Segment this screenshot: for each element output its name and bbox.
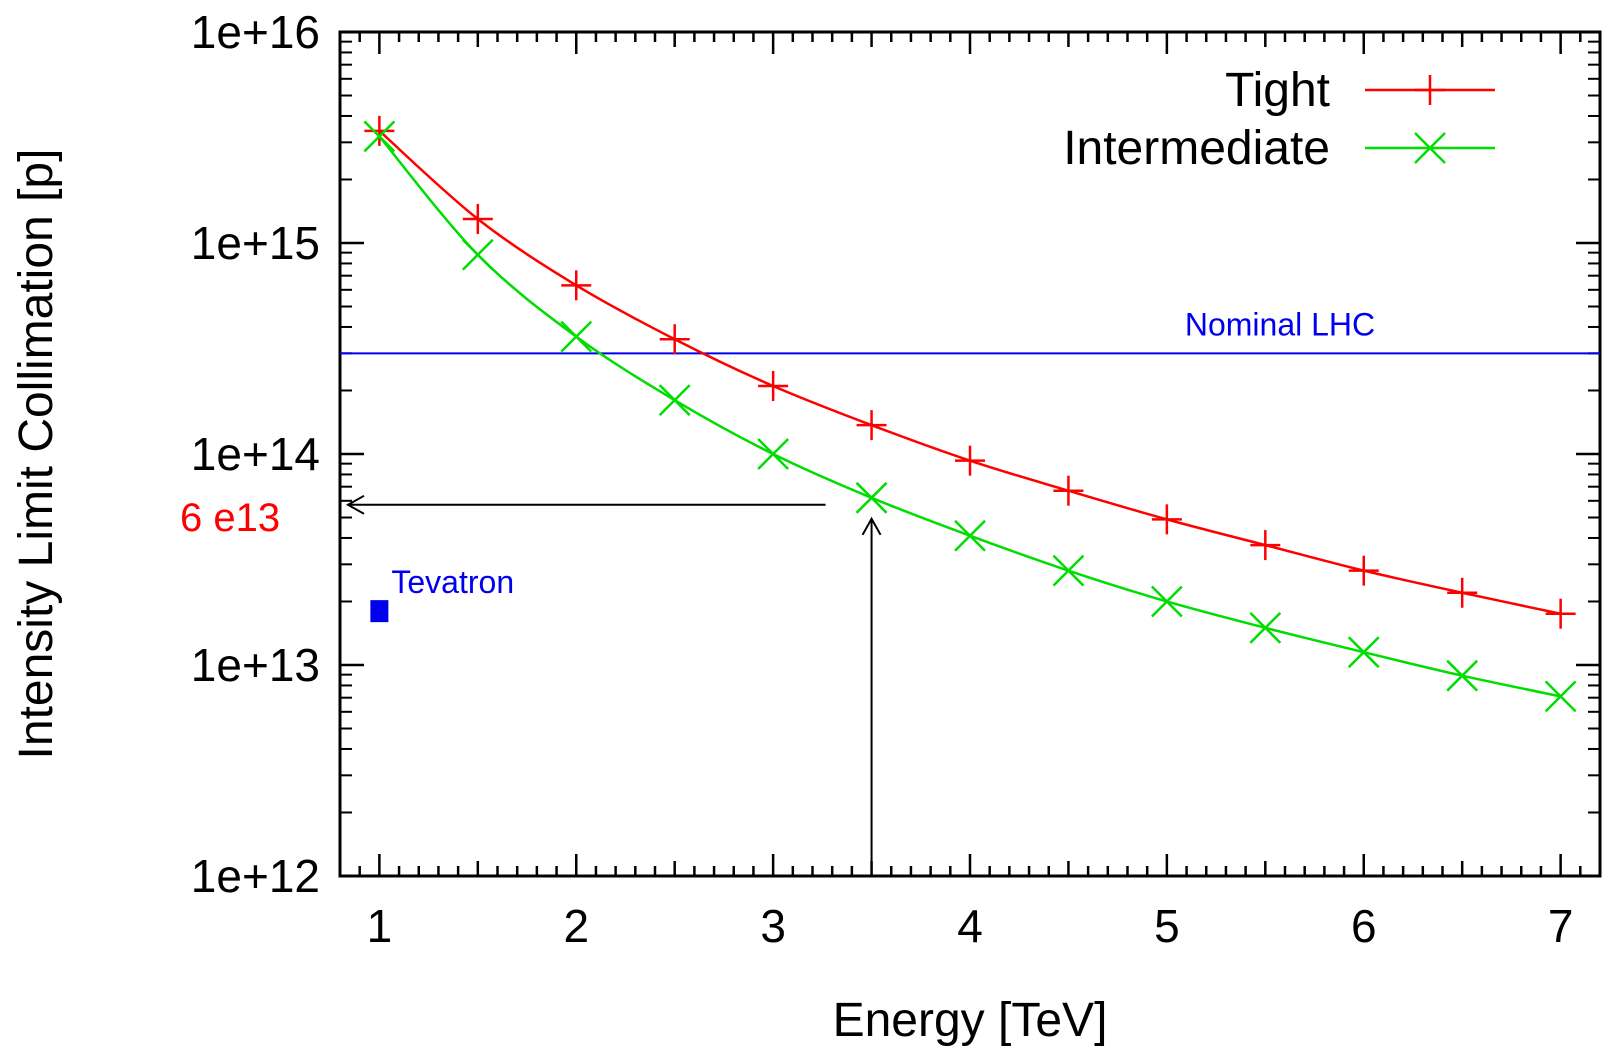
y-tick-label: 1e+13 [191,639,320,691]
annotation-horizontal-arrowhead [345,494,365,515]
x-tick-label: 5 [1154,900,1180,952]
tevatron-point [370,600,389,623]
legend-label-tight: Tight [1225,64,1330,117]
y-tick-label: 1e+12 [191,850,320,902]
annotation-vertical-arrowhead [861,516,882,536]
reference-line-label: Nominal LHC [1185,306,1375,342]
x-tick-label: 3 [760,900,786,952]
data-point-intermediate [461,238,494,271]
y-tick-label: 1e+15 [191,217,320,269]
x-tick-label: 2 [563,900,589,952]
plot-labels: 1 2 3 4 5 6 7 1e+12 1e+13 1e+14 1e+15 1e+16 Energy [… [10,6,1573,1047]
x-axis-title: Energy [TeV] [833,994,1108,1047]
data-point-intermediate [363,120,396,153]
series-line-intermediate [378,135,1561,698]
x-tick-label: 1 [367,900,393,952]
annotation-value-label: 6 e13 [180,496,280,540]
series-line-tight [378,129,1561,615]
data-point-intermediate [1446,659,1479,692]
x-tick-label: 4 [957,900,983,952]
data-point-intermediate [855,481,888,514]
data-point-intermediate [757,438,790,470]
x-tick-label: 6 [1351,900,1377,952]
legend-marker-intermediate [1414,132,1446,164]
plot-marks [338,30,1602,878]
legend-label-intermediate: Intermediate [1063,122,1330,175]
data-point-intermediate [1150,585,1183,618]
data-point-intermediate [954,519,986,552]
data-point-intermediate [658,384,691,417]
data-point-intermediate [1249,611,1282,644]
data-point-intermediate [1347,636,1380,669]
x-tick-label: 7 [1548,900,1574,952]
y-tick-label: 1e+14 [191,428,320,480]
y-axis-title: Intensity Limit Collimation [p] [10,149,63,760]
tevatron-label: Tevatron [391,564,514,600]
data-point-intermediate [1052,554,1085,587]
data-point-intermediate [1544,680,1577,713]
data-point-intermediate [560,320,593,353]
y-tick-label: 1e+16 [191,6,320,58]
